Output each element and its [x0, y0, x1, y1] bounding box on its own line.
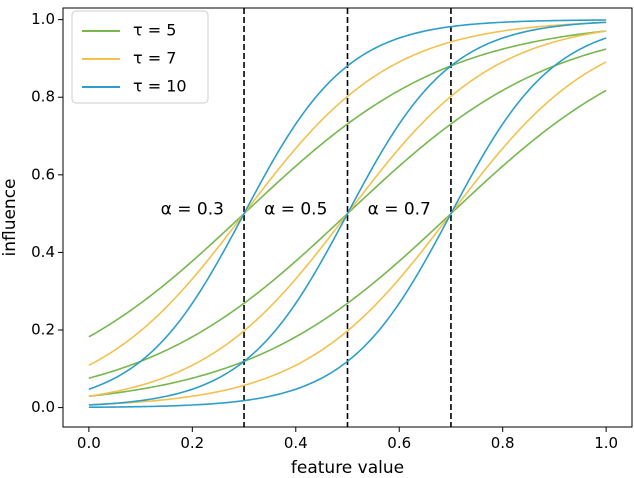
annotation-alpha-3: α = 0.7: [368, 200, 431, 220]
curve-tau-10-alpha-2: [88, 21, 607, 406]
y-tick-label: 0.2: [31, 321, 55, 339]
legend-label-tau-7: τ = 7: [133, 49, 176, 68]
curves-layer: [88, 19, 607, 409]
x-tick-label: 0.2: [180, 434, 204, 452]
x-tick-label: 0.4: [284, 434, 308, 452]
y-tick-label: 0.4: [31, 243, 55, 261]
x-tick-label: 0.8: [491, 434, 515, 452]
annotations-layer: α = 0.3 α = 0.5 α = 0.7: [161, 200, 431, 220]
curve-tau-7-alpha-1: [88, 21, 607, 366]
legend: τ = 5 τ = 7 τ = 10: [71, 10, 209, 104]
x-tick-label: 0.0: [77, 434, 101, 452]
y-axis-label: influence: [0, 178, 20, 256]
x-tick-label: 1.0: [594, 434, 618, 452]
y-axis-ticks: 0.0 0.2 0.4 0.6 0.8 1.0: [31, 10, 63, 416]
y-tick-label: 0.0: [31, 398, 55, 416]
y-tick-label: 0.6: [31, 165, 55, 183]
y-tick-label: 0.8: [31, 88, 55, 106]
annotation-alpha-1: α = 0.3: [161, 200, 224, 220]
vlines-layer: [243, 8, 452, 427]
legend-label-tau-10: τ = 10: [133, 77, 187, 96]
curve-tau-7-alpha-3: [88, 61, 607, 406]
legend-box: [71, 10, 209, 104]
y-tick-label: 1.0: [31, 10, 55, 28]
x-axis-ticks: 0.0 0.2 0.4 0.6 0.8 1.0: [77, 427, 618, 452]
curve-tau-5-alpha-1: [88, 30, 607, 338]
annotation-alpha-2: α = 0.5: [264, 200, 327, 220]
legend-label-tau-5: τ = 5: [133, 21, 176, 40]
x-axis-label: feature value: [291, 458, 404, 478]
curve-tau-10-alpha-1: [88, 19, 607, 390]
curve-tau-10-alpha-3: [88, 37, 607, 409]
curve-tau-5-alpha-3: [88, 89, 607, 398]
x-tick-label: 0.6: [387, 434, 411, 452]
